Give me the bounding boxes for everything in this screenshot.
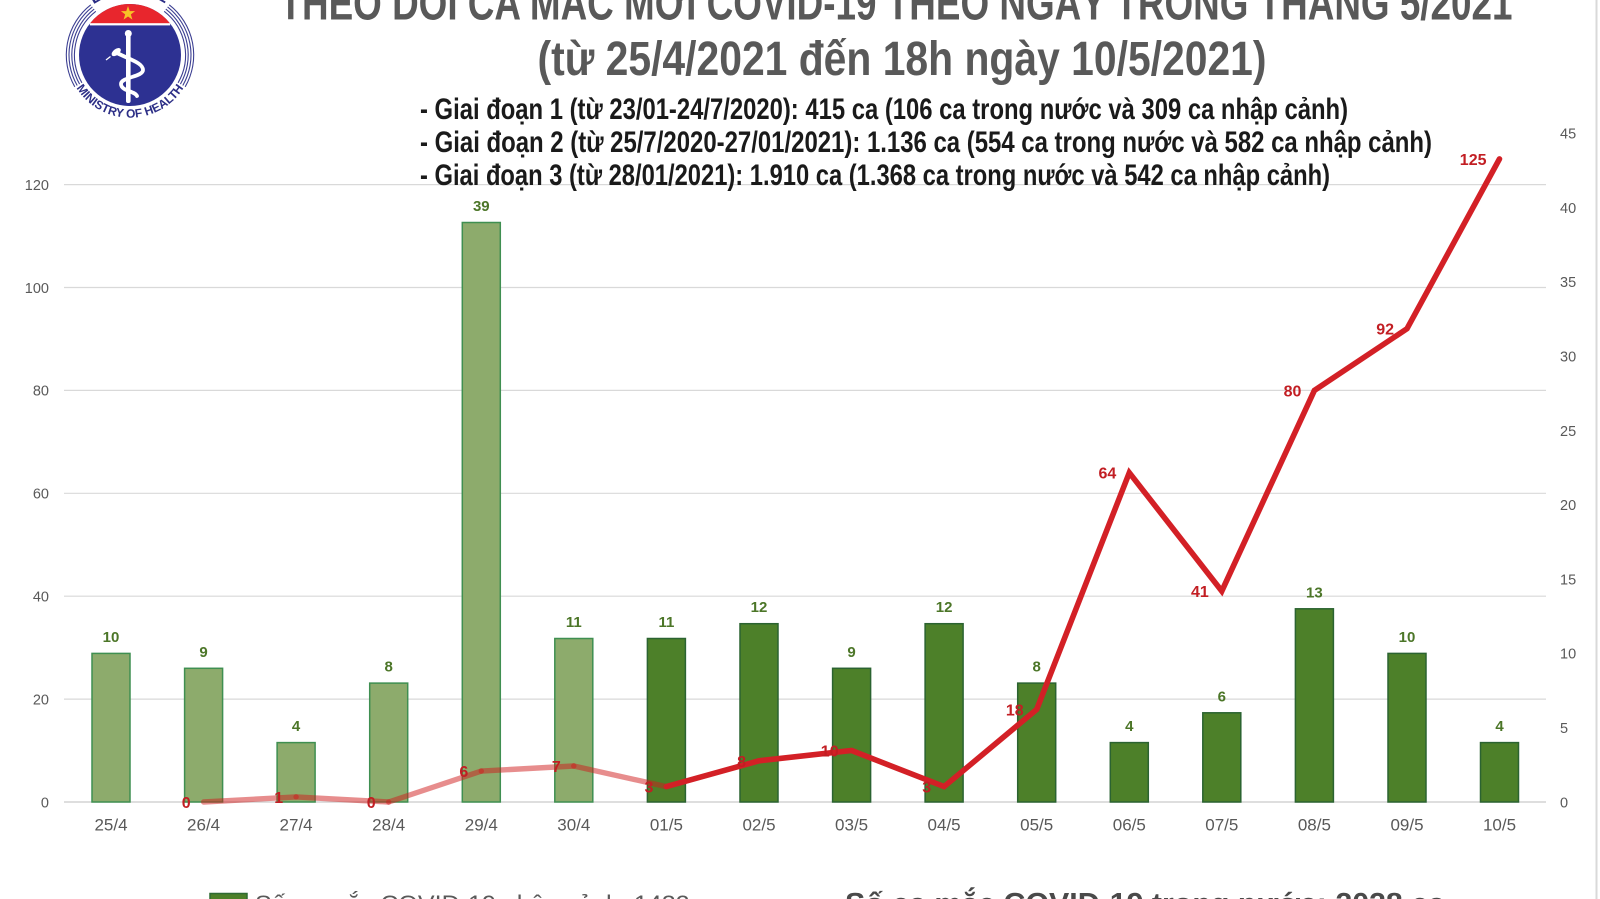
svg-text:100: 100 <box>25 281 49 297</box>
svg-text:5: 5 <box>1560 721 1568 737</box>
svg-text:0: 0 <box>1560 795 1568 811</box>
svg-text:04/5: 04/5 <box>928 816 961 835</box>
svg-text:4: 4 <box>1495 718 1504 735</box>
svg-text:30/4: 30/4 <box>557 816 590 835</box>
svg-text:15: 15 <box>1560 572 1576 588</box>
svg-text:Số ca mắc COVID-19 nhập cảnh:: Số ca mắc COVID-19 nhập cảnh: 1432 ca <box>255 891 723 899</box>
svg-text:45: 45 <box>1560 127 1576 143</box>
svg-text:8: 8 <box>385 659 393 676</box>
svg-text:- Giai đoạn 1 (từ 23/01-24/7/2: - Giai đoạn 1 (từ 23/01-24/7/2020): 415 … <box>420 93 1348 126</box>
svg-text:10: 10 <box>821 744 839 761</box>
svg-text:02/5: 02/5 <box>742 816 775 835</box>
svg-text:30: 30 <box>1560 350 1576 366</box>
svg-text:9: 9 <box>847 644 855 661</box>
svg-text:28/4: 28/4 <box>372 816 405 835</box>
svg-text:0: 0 <box>367 795 376 812</box>
svg-text:Số ca mắc COVID-19 trong nước:: Số ca mắc COVID-19 trong nước: 2028 ca <box>845 886 1446 899</box>
svg-text:10: 10 <box>1560 647 1576 663</box>
svg-text:- Giai đoạn 2 (từ 25/7/2020-27: - Giai đoạn 2 (từ 25/7/2020-27/01/2021):… <box>420 126 1432 159</box>
svg-text:20: 20 <box>33 692 49 708</box>
svg-text:03/5: 03/5 <box>835 816 868 835</box>
svg-text:7: 7 <box>552 759 561 776</box>
svg-text:6: 6 <box>459 764 468 781</box>
svg-text:8: 8 <box>737 754 746 771</box>
svg-text:06/5: 06/5 <box>1113 816 1146 835</box>
svg-text:29/4: 29/4 <box>465 816 498 835</box>
svg-text:0: 0 <box>182 795 191 812</box>
svg-text:- Giai đoạn 3 (từ 28/01/2021):: - Giai đoạn 3 (từ 28/01/2021): 1.910 ca … <box>420 159 1330 192</box>
svg-text:26/4: 26/4 <box>187 816 220 835</box>
svg-text:20: 20 <box>1560 498 1576 514</box>
svg-text:40: 40 <box>1560 201 1576 217</box>
svg-text:92: 92 <box>1376 322 1394 339</box>
svg-text:11: 11 <box>658 614 674 631</box>
svg-text:120: 120 <box>25 178 49 194</box>
svg-text:35: 35 <box>1560 275 1576 291</box>
svg-text:09/5: 09/5 <box>1390 816 1423 835</box>
svg-text:07/5: 07/5 <box>1205 816 1238 835</box>
svg-text:12: 12 <box>936 599 953 616</box>
svg-text:80: 80 <box>1284 383 1302 400</box>
svg-text:10/5: 10/5 <box>1483 816 1516 835</box>
svg-text:41: 41 <box>1191 584 1209 601</box>
svg-text:25/4: 25/4 <box>94 816 127 835</box>
svg-text:3: 3 <box>922 780 931 797</box>
svg-text:10: 10 <box>103 629 120 646</box>
svg-text:8: 8 <box>1033 659 1041 676</box>
svg-text:18: 18 <box>1006 702 1024 719</box>
svg-text:10: 10 <box>1399 629 1416 646</box>
svg-text:64: 64 <box>1099 466 1117 483</box>
svg-text:6: 6 <box>1218 688 1226 705</box>
svg-text:THEO DÕI CA MẮC MỚI COVID-19 T: THEO DÕI CA MẮC MỚI COVID-19 THEO NGÀY T… <box>280 0 1513 31</box>
svg-text:01/5: 01/5 <box>650 816 683 835</box>
svg-text:1: 1 <box>274 790 283 807</box>
svg-text:60: 60 <box>33 487 49 503</box>
svg-text:39: 39 <box>473 198 490 215</box>
svg-text:12: 12 <box>751 599 768 616</box>
svg-text:0: 0 <box>41 795 49 811</box>
svg-text:08/5: 08/5 <box>1298 816 1331 835</box>
svg-text:40: 40 <box>33 590 49 606</box>
svg-text:(từ 25/4/2021 đến 18h ngày 10/: (từ 25/4/2021 đến 18h ngày 10/5/2021) <box>538 33 1267 86</box>
svg-text:4: 4 <box>1125 718 1134 735</box>
svg-text:11: 11 <box>566 614 582 631</box>
svg-text:3: 3 <box>644 780 653 797</box>
svg-text:13: 13 <box>1306 584 1323 601</box>
svg-text:125: 125 <box>1460 152 1487 169</box>
svg-text:80: 80 <box>33 384 49 400</box>
svg-text:27/4: 27/4 <box>280 816 313 835</box>
svg-text:05/5: 05/5 <box>1020 816 1053 835</box>
svg-text:9: 9 <box>199 644 207 661</box>
svg-text:4: 4 <box>292 718 301 735</box>
svg-text:25: 25 <box>1560 424 1576 440</box>
